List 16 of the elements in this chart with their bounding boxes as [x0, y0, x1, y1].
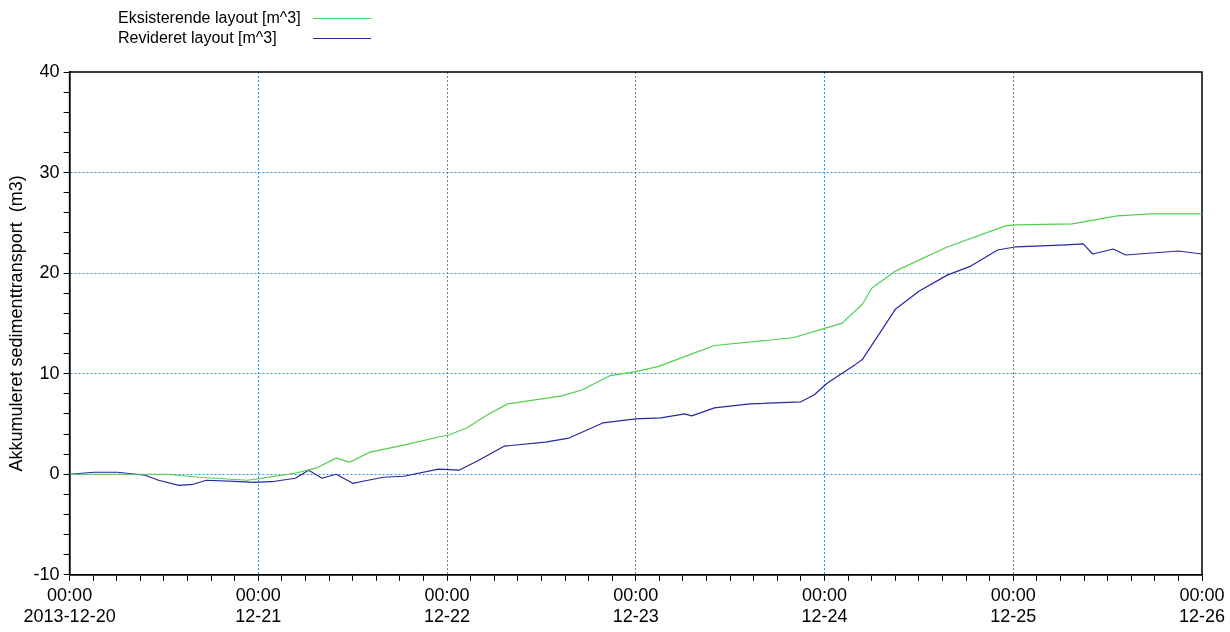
y-tick-label: 0 — [49, 463, 60, 484]
x-tick-label: 00:00 12-24 — [801, 584, 848, 627]
x-tick-label: 00:00 12-21 — [235, 584, 282, 627]
y-axis-title: Akkumuleret sedimenttransport (m3) — [5, 175, 26, 472]
x-tick-label: 00:00 12-25 — [990, 584, 1037, 627]
y-tick-label: -10 — [33, 563, 60, 584]
y-tick-label: 30 — [39, 161, 60, 182]
y-tick-label: 10 — [39, 362, 60, 383]
x-tick-label: 00:00 12-22 — [424, 584, 471, 627]
y-tick-label: 40 — [39, 60, 60, 81]
x-tick-label: 00:00 12-26 — [1178, 584, 1226, 627]
x-tick-label: 00:00 2013-12-20 — [23, 584, 116, 627]
legend-label: Revideret layout [m^3] — [118, 28, 278, 48]
y-tick-label: 20 — [39, 262, 60, 283]
x-tick-label: 00:00 12-23 — [612, 584, 659, 627]
legend-label: Eksisterende layout [m^3] — [118, 8, 301, 28]
